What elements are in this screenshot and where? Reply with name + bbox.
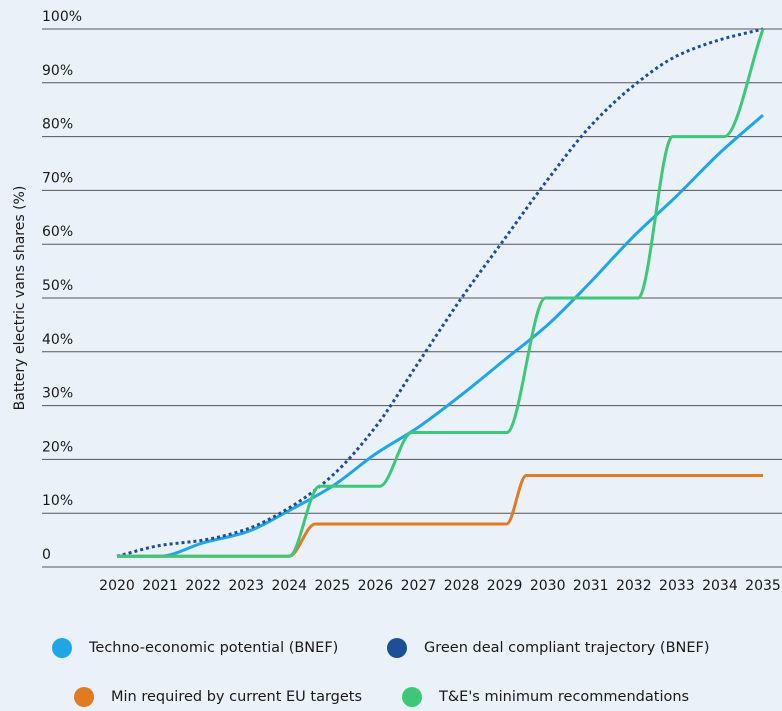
y-tick-label: 100% xyxy=(42,9,82,25)
x-tick-label: 2022 xyxy=(185,578,221,594)
x-tick-label: 2025 xyxy=(315,578,351,594)
legend-label: Techno-economic potential (BNEF) xyxy=(88,640,338,656)
x-tick-label: 2026 xyxy=(358,578,394,594)
x-tick-label: 2021 xyxy=(142,578,178,594)
y-tick-label: 20% xyxy=(42,439,73,455)
legend-label: Green deal compliant trajectory (BNEF) xyxy=(424,640,710,656)
x-tick-label: 2028 xyxy=(444,578,480,594)
legend-label: Min required by current EU targets xyxy=(111,689,362,705)
legend-marker xyxy=(402,687,422,707)
y-tick-label: 90% xyxy=(42,63,73,79)
x-tick-label: 2024 xyxy=(271,578,307,594)
x-tick-label: 2034 xyxy=(702,578,738,594)
legend-marker xyxy=(74,687,94,707)
y-tick-label: 40% xyxy=(42,332,73,348)
legend-label: T&E's minimum recommendations xyxy=(438,689,689,705)
y-axis-label: Battery electric vans shares (%) xyxy=(12,186,28,411)
y-tick-label: 80% xyxy=(42,117,73,133)
x-tick-label: 2031 xyxy=(573,578,609,594)
y-tick-label: 50% xyxy=(42,278,73,294)
series-line xyxy=(117,28,765,558)
y-tick-label: 60% xyxy=(42,224,73,240)
x-tick-label: 2030 xyxy=(530,578,566,594)
series-line xyxy=(117,474,763,558)
x-tick-label: 2032 xyxy=(616,578,652,594)
x-tick-label: 2035 xyxy=(745,578,781,594)
x-tick-label: 2027 xyxy=(401,578,437,594)
y-tick-label: 10% xyxy=(42,493,73,509)
legend-marker xyxy=(387,638,407,658)
series-line xyxy=(117,113,764,558)
x-tick-label: 2029 xyxy=(487,578,523,594)
series-line xyxy=(116,27,764,558)
x-tick-label: 2033 xyxy=(659,578,695,594)
y-tick-label: 70% xyxy=(42,170,73,186)
y-tick-label: 0 xyxy=(42,547,51,563)
legend-marker xyxy=(52,638,72,658)
x-tick-label: 2020 xyxy=(99,578,135,594)
x-tick-label: 2023 xyxy=(228,578,264,594)
y-tick-label: 30% xyxy=(42,386,73,402)
